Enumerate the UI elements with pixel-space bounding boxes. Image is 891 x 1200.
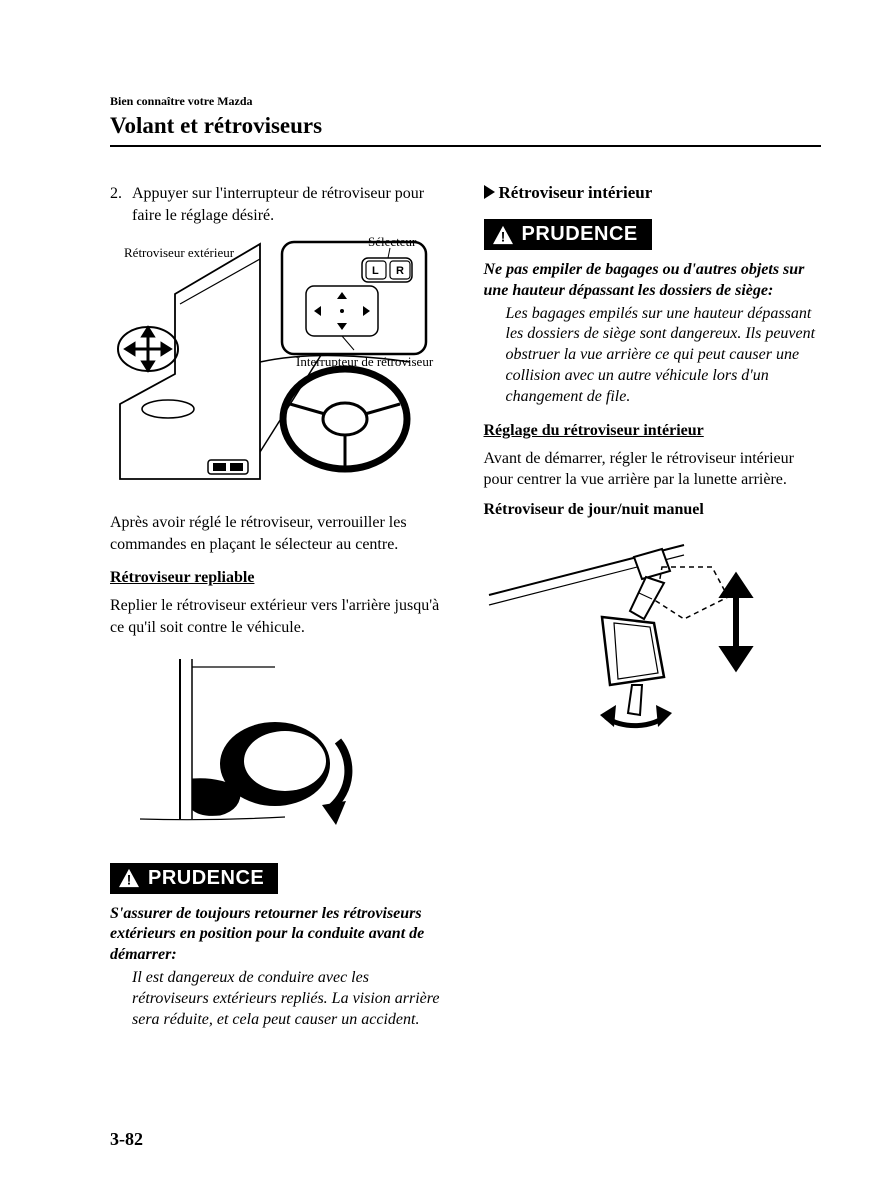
figure-interior-mirror-svg (484, 527, 804, 747)
prudence-box-right: ! PRUDENCE (484, 219, 652, 250)
svg-text:R: R (396, 265, 404, 277)
warning-icon: ! (492, 225, 514, 245)
prudence-bold-right: Ne pas empiler de bagages ou d'autres ob… (484, 260, 822, 302)
figure-label-selector: Sélecteur (368, 234, 416, 250)
right-column: Rétroviseur intérieur ! PRUDENCE Ne pas … (484, 183, 822, 1030)
svg-text:!: ! (127, 872, 132, 887)
figure-folding-mirror-svg (110, 649, 410, 839)
interior-mirror-head: Rétroviseur intérieur (484, 183, 822, 203)
adjust-interior-head: Réglage du rétroviseur intérieur (484, 422, 822, 440)
prudence-bold-left: S'assurer de toujours retourner les rétr… (110, 904, 448, 966)
svg-text:L: L (372, 265, 379, 277)
page-number: 3-82 (110, 1129, 143, 1150)
page: Bien connaître votre Mazda Volant et rét… (0, 0, 891, 1070)
after-adjust-text: Après avoir réglé le rétroviseur, verrou… (110, 512, 448, 555)
header-small: Bien connaître votre Mazda (110, 94, 821, 109)
figure-folding-mirror (110, 649, 448, 839)
foldable-head: Rétroviseur repliable (110, 569, 448, 587)
left-column: 2. Appuyer sur l'interrupteur de rétrovi… (110, 183, 448, 1030)
figure-interior-mirror (484, 527, 822, 747)
prudence-box-left: ! PRUDENCE (110, 863, 278, 894)
prudence-label-right: PRUDENCE (522, 223, 638, 246)
prudence-label-left: PRUDENCE (148, 867, 264, 890)
prudence-body-right: Les bagages empilés sur une hauteur dépa… (484, 304, 822, 408)
figure-mirror-switch: L R Rétroviseur extérieur (110, 234, 448, 494)
triangle-marker-icon (484, 185, 495, 199)
figure-label-mirror: Rétroviseur extérieur (124, 246, 234, 261)
figure-label-switch: Interrupteur de rétroviseur (296, 354, 433, 370)
interior-mirror-head-text: Rétroviseur intérieur (499, 183, 653, 202)
step-2-text: Appuyer sur l'interrupteur de rétroviseu… (132, 183, 448, 226)
columns: 2. Appuyer sur l'interrupteur de rétrovi… (110, 183, 821, 1030)
step-2: 2. Appuyer sur l'interrupteur de rétrovi… (110, 183, 448, 226)
header-large: Volant et rétroviseurs (110, 113, 821, 139)
adjust-interior-body: Avant de démarrer, régler le rétroviseur… (484, 448, 822, 491)
foldable-body: Replier le rétroviseur extérieur vers l'… (110, 595, 448, 638)
manual-mirror-head: Rétroviseur de jour/nuit manuel (484, 501, 822, 519)
header-rule (110, 145, 821, 147)
prudence-body-left: Il est dangereux de conduire avec les ré… (110, 968, 448, 1030)
warning-icon: ! (118, 868, 140, 888)
svg-text:!: ! (500, 229, 505, 244)
step-2-number: 2. (110, 183, 132, 226)
